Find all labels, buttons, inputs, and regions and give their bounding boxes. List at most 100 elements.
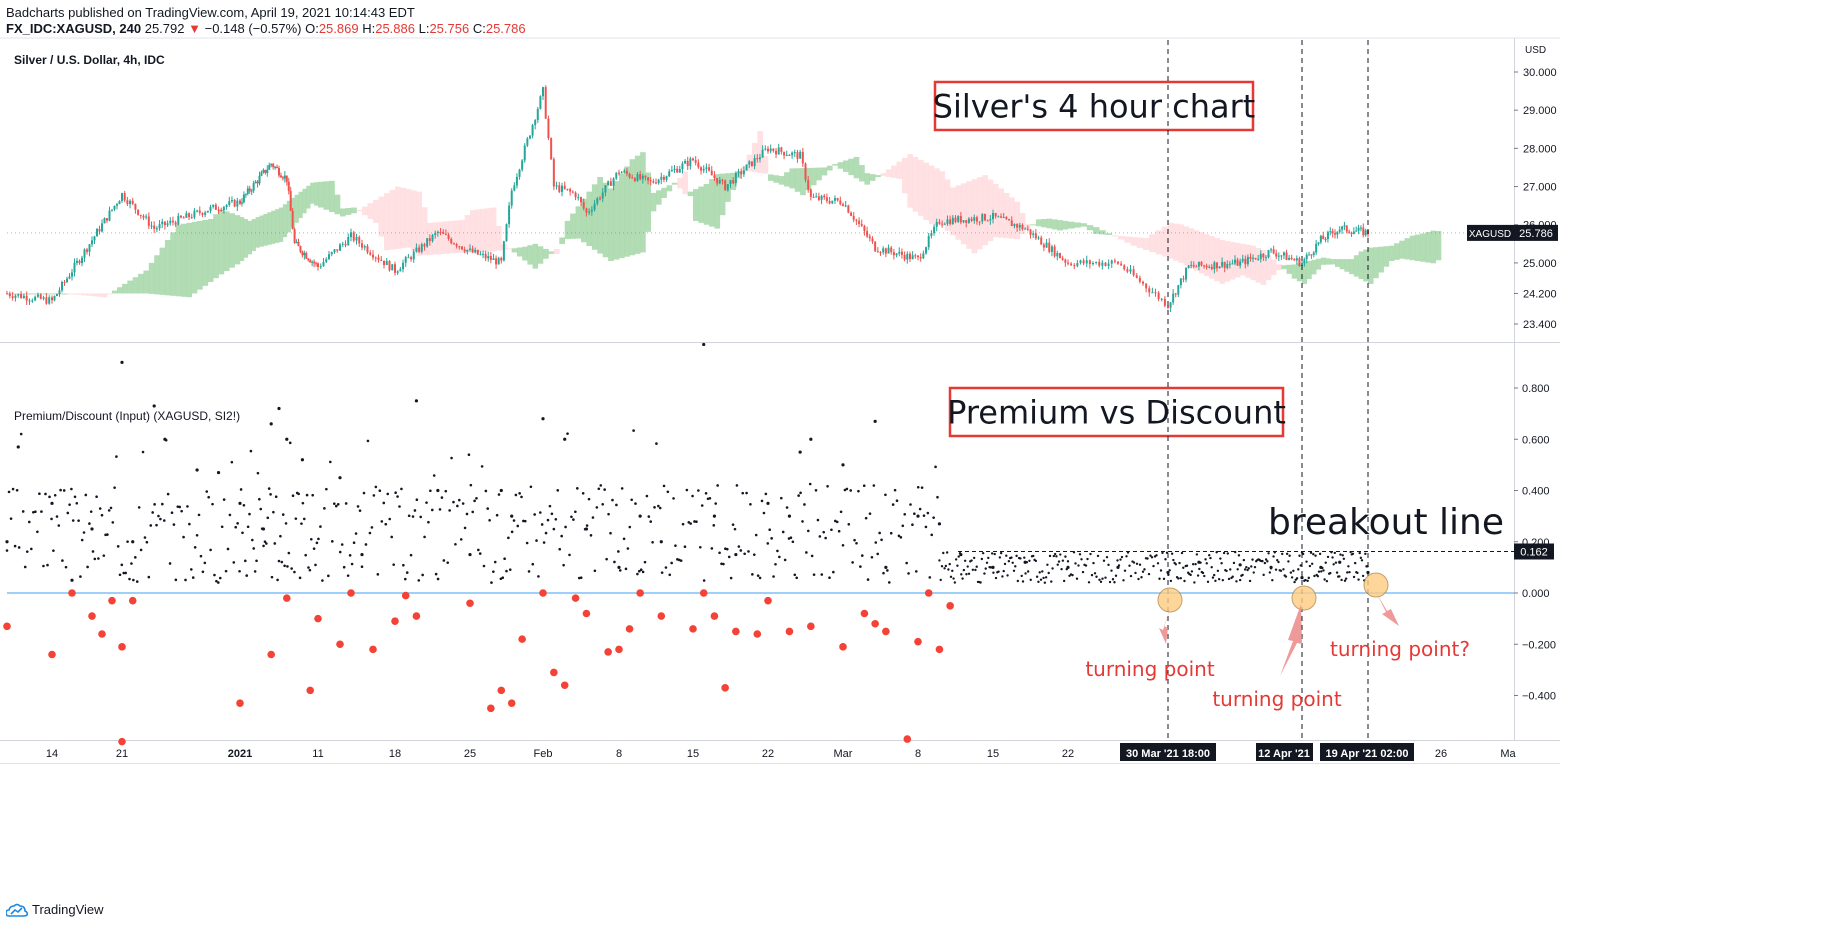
candle-body xyxy=(301,251,304,256)
candle-body xyxy=(420,244,423,252)
premium-dot xyxy=(1309,551,1313,554)
premium-dot xyxy=(207,495,210,499)
candle-body xyxy=(906,253,909,260)
candle-body xyxy=(366,246,369,253)
premium-dot xyxy=(938,559,941,562)
time-axis: 14 21 2021 11 18 25 Feb 8 15 22 Mar 8 15 22 26 Ma xyxy=(46,748,1517,760)
candle-body xyxy=(585,208,588,213)
premium-dot xyxy=(864,516,868,520)
cloud-segment xyxy=(52,293,58,295)
premium-dot xyxy=(507,536,510,540)
down-arrow-icon: ▼ xyxy=(188,21,201,36)
premium-dot xyxy=(1297,568,1300,571)
premium-dot xyxy=(180,509,183,513)
premium-dot xyxy=(284,522,288,525)
premium-dot xyxy=(942,551,945,555)
discount-dot xyxy=(882,627,890,636)
premium-dot xyxy=(1324,561,1327,564)
candle-body xyxy=(404,257,407,263)
premium-dot xyxy=(174,578,178,582)
cloud-segment xyxy=(570,213,576,239)
candle-body xyxy=(252,183,255,191)
candle-body xyxy=(825,197,828,202)
symbol-label[interactable]: FX_IDC:XAGUSD, 240 xyxy=(6,21,142,36)
cloud-segment xyxy=(218,209,225,275)
candle-body xyxy=(1113,260,1116,262)
premium-dot xyxy=(1174,563,1178,566)
premium-dot xyxy=(816,518,820,522)
premium-dot xyxy=(664,566,668,569)
candle-body xyxy=(844,205,847,207)
candle-body xyxy=(377,257,380,260)
cloud-segment xyxy=(532,243,539,269)
premium-dot xyxy=(776,549,779,553)
candle-body xyxy=(750,161,753,167)
premium-dot xyxy=(252,547,256,550)
cloud-segment xyxy=(164,240,171,296)
premium-dot xyxy=(97,557,100,560)
premium-dot xyxy=(983,572,986,575)
premium-dot xyxy=(1101,577,1104,580)
premium-dot xyxy=(415,498,419,501)
candle-body xyxy=(647,177,650,181)
candle-body xyxy=(777,147,780,155)
premium-dot xyxy=(273,542,277,545)
candle-body xyxy=(775,150,778,155)
premium-dot xyxy=(1222,551,1226,555)
premium-dot xyxy=(461,502,465,505)
cloud-segment xyxy=(939,171,946,227)
candle-body xyxy=(83,249,86,258)
candle-body xyxy=(76,260,78,263)
candle-body xyxy=(994,212,997,217)
candle-body xyxy=(134,203,137,210)
premium-dot xyxy=(356,505,360,508)
premium-dot xyxy=(452,500,455,504)
premium-dot xyxy=(628,525,632,529)
candle-body xyxy=(833,198,836,201)
candle-body xyxy=(1132,269,1135,276)
premium-dot xyxy=(276,578,279,582)
premium-dot xyxy=(601,502,605,506)
premium-dot xyxy=(940,565,944,568)
premium-dot xyxy=(176,505,180,508)
premium-dot xyxy=(751,573,754,576)
candle-body xyxy=(544,87,547,119)
candle-body xyxy=(1182,278,1185,280)
premium-dot xyxy=(1005,554,1008,557)
time-axis-label: 15 xyxy=(687,748,699,760)
premium-dot xyxy=(1274,568,1278,571)
cloud-segment xyxy=(485,208,492,252)
premium-dot xyxy=(262,544,265,548)
candle-body xyxy=(248,188,251,192)
candle-body xyxy=(534,120,537,126)
discount-dot xyxy=(839,643,847,651)
premium-dot xyxy=(674,544,677,547)
premium-dot xyxy=(222,498,226,501)
candle-body xyxy=(604,185,607,193)
cloud-segment xyxy=(251,219,256,251)
candle-body xyxy=(1352,231,1355,234)
premium-dot xyxy=(695,520,698,524)
high-label: H: xyxy=(362,21,376,36)
tradingview-logo[interactable]: TradingView xyxy=(6,902,104,917)
premium-dot xyxy=(1042,576,1045,580)
premium-dot xyxy=(315,541,319,545)
discount-dot xyxy=(118,737,126,746)
premium-dot xyxy=(1246,568,1249,572)
candle-body xyxy=(882,248,885,253)
cloud-segment xyxy=(698,186,705,223)
time-highlight-bg xyxy=(1320,743,1414,761)
premium-dot xyxy=(799,491,802,495)
premium-dot xyxy=(895,499,899,502)
premium-dot xyxy=(918,507,922,511)
turning-arrow xyxy=(1159,604,1172,644)
candle-body xyxy=(1275,253,1278,257)
premium-dot xyxy=(1132,561,1136,564)
premium-dot xyxy=(1289,571,1293,574)
candle-body xyxy=(705,167,708,169)
candle-body xyxy=(266,169,269,173)
discount-dot xyxy=(306,686,315,695)
candle-body xyxy=(769,148,772,152)
candle-body xyxy=(1177,285,1180,295)
